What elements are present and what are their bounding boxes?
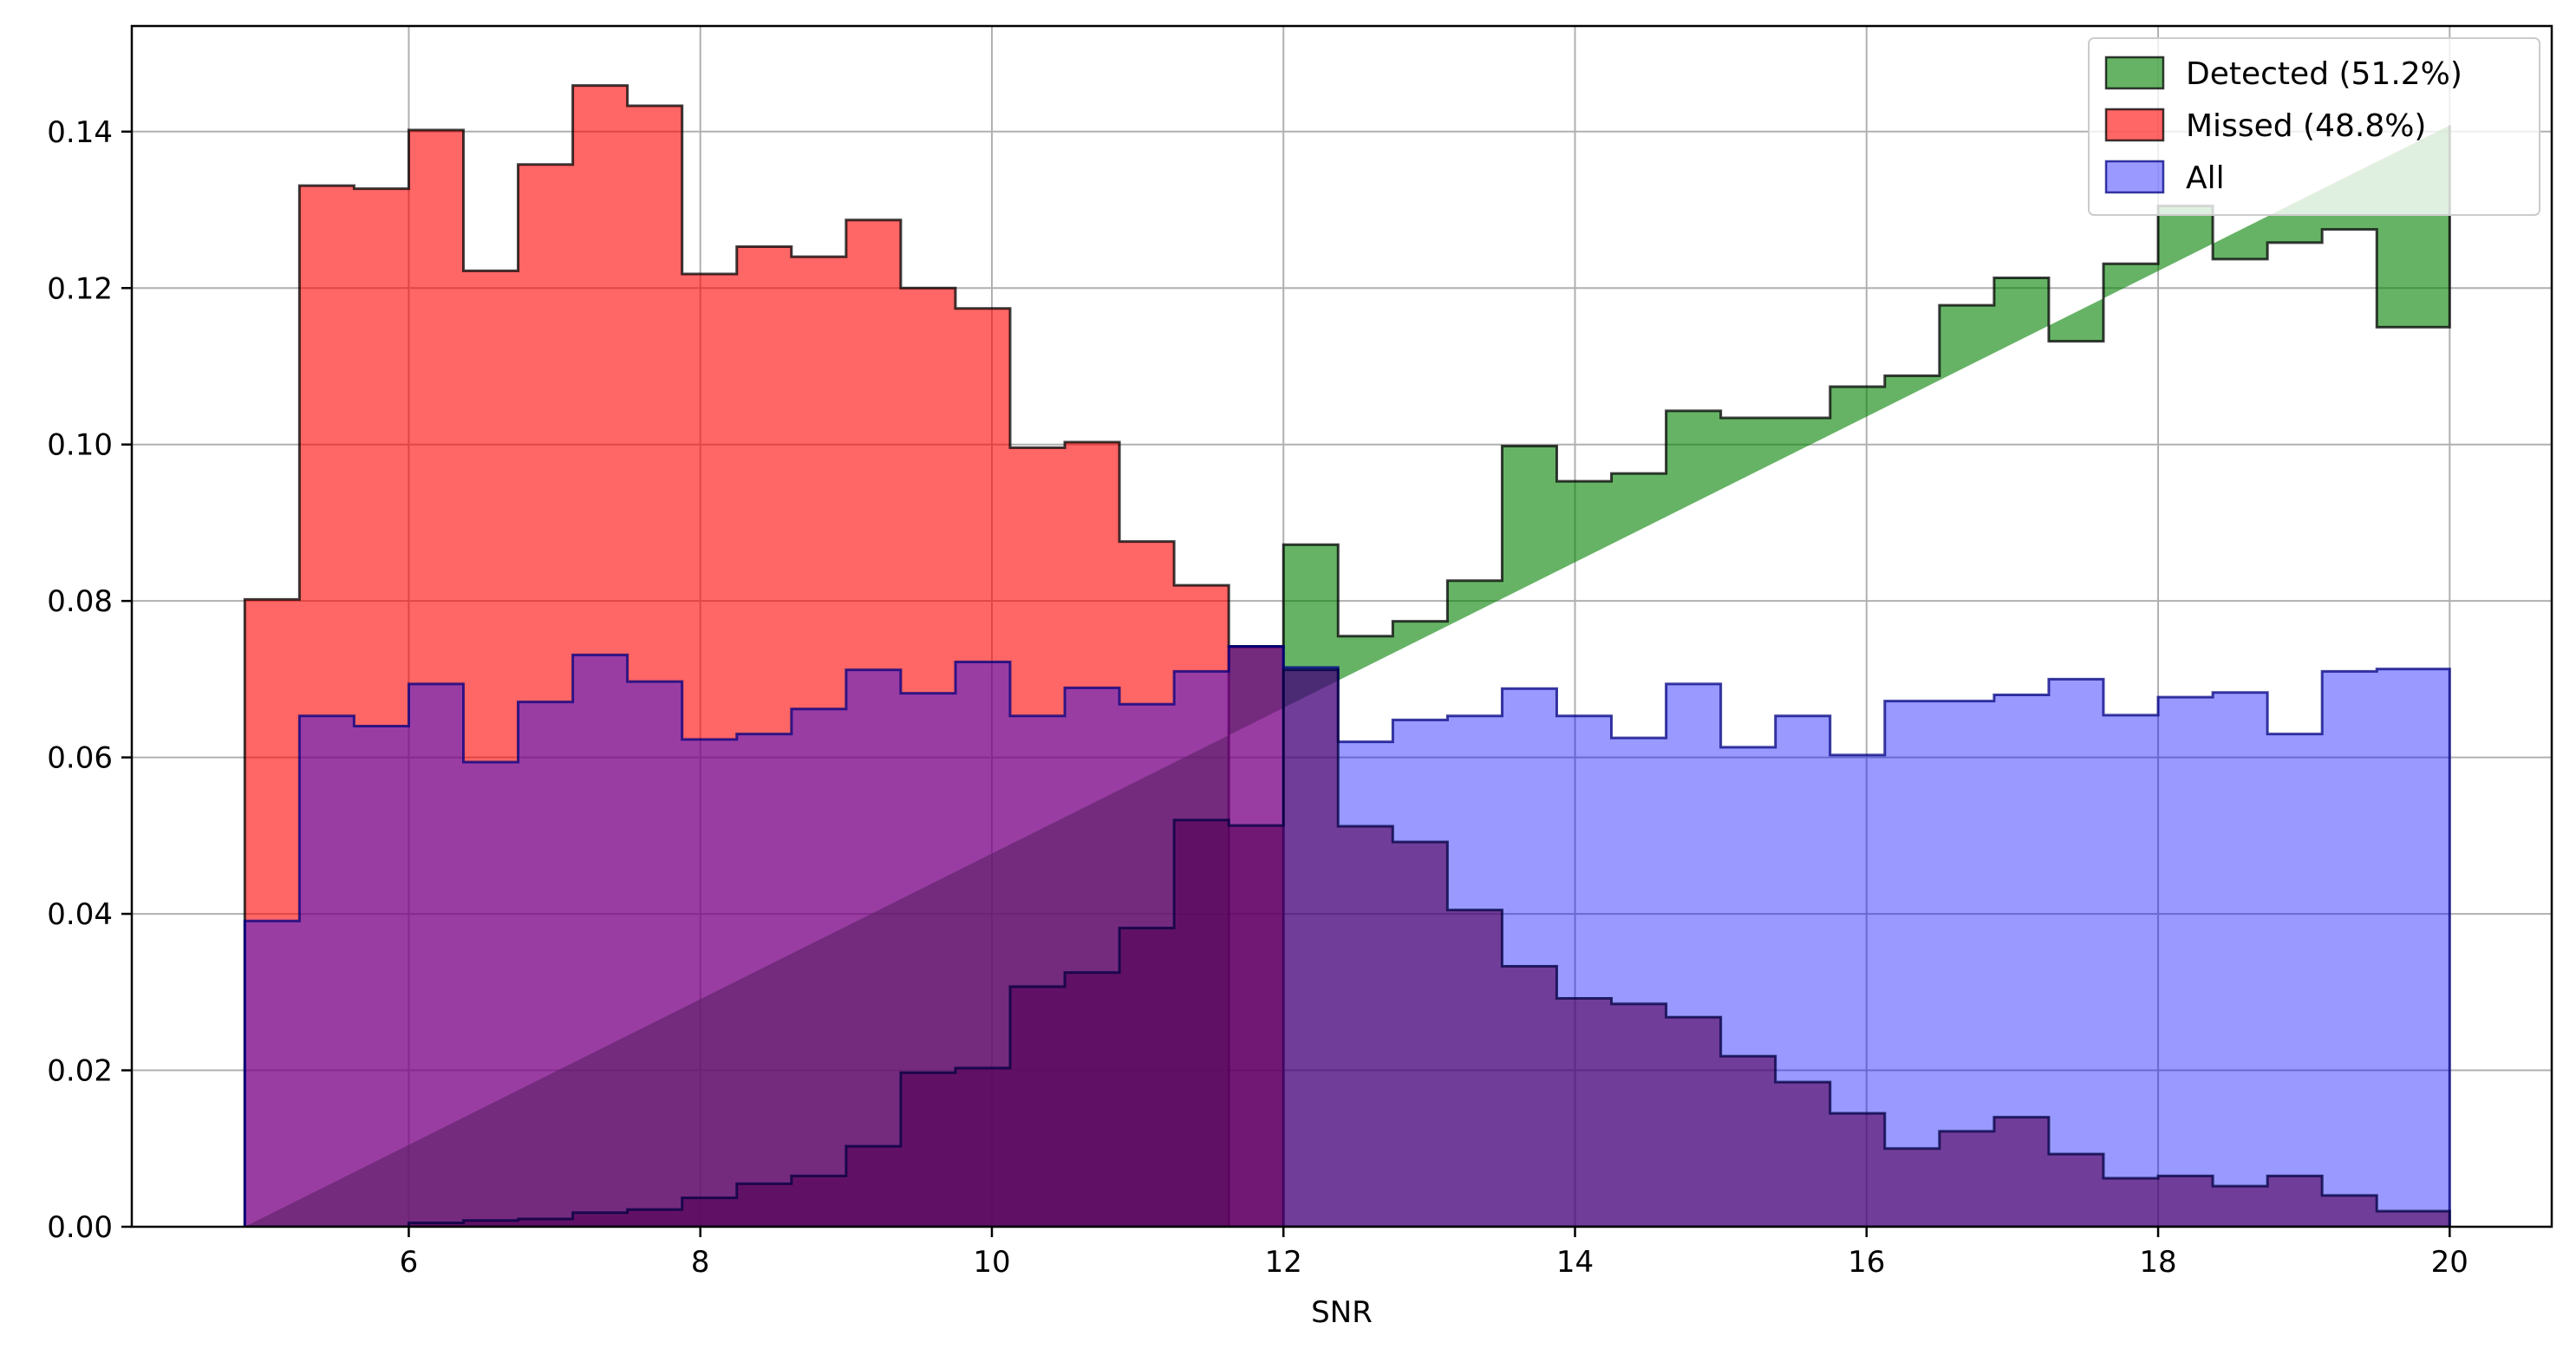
plot-area bbox=[132, 26, 2552, 1228]
x-tick-label: 8 bbox=[691, 1245, 710, 1280]
y-tick-label: 0.12 bbox=[47, 271, 113, 306]
x-tick-label: 20 bbox=[2431, 1245, 2468, 1280]
y-tick-label: 0.14 bbox=[47, 115, 113, 150]
legend-label: Detected (51.2%) bbox=[2186, 56, 2462, 92]
histogram-series-4 bbox=[245, 668, 2451, 1227]
legend-swatch bbox=[2104, 160, 2165, 194]
x-tick-label: 10 bbox=[973, 1245, 1010, 1280]
legend-box bbox=[2088, 37, 2540, 216]
y-tick-label: 0.02 bbox=[47, 1054, 113, 1089]
y-tick-label: 0.00 bbox=[47, 1210, 113, 1245]
legend-label: All bbox=[2186, 160, 2225, 196]
legend: Detected (51.2%) Missed (48.8%) All bbox=[2088, 37, 2540, 216]
axes-frame bbox=[130, 24, 2553, 1228]
legend-swatch bbox=[2104, 108, 2165, 142]
x-tick-label: 18 bbox=[2139, 1245, 2176, 1280]
x-tick-label: 14 bbox=[1556, 1245, 1594, 1280]
x-axis-label: SNR bbox=[1311, 1295, 1373, 1330]
axes: 6 8 10 12 14 16 18 20 0.00 0.02 0.04 0.06 0.08 0.10 0.… bbox=[47, 24, 2553, 1330]
legend-label: Missed (48.8%) bbox=[2186, 108, 2426, 144]
x-tick-label: 16 bbox=[1848, 1245, 1885, 1280]
y-tick-label: 0.10 bbox=[47, 428, 113, 463]
y-tick-label: 0.06 bbox=[47, 741, 113, 776]
y-tick-label: 0.04 bbox=[47, 897, 113, 932]
legend-swatch bbox=[2104, 55, 2165, 90]
histogram-series-2 bbox=[243, 84, 1285, 1227]
y-tick-label: 0.08 bbox=[47, 584, 113, 619]
x-tick-label: 6 bbox=[400, 1245, 419, 1280]
x-tick-label: 12 bbox=[1265, 1245, 1302, 1280]
histogram-series-group bbox=[243, 84, 2451, 1227]
